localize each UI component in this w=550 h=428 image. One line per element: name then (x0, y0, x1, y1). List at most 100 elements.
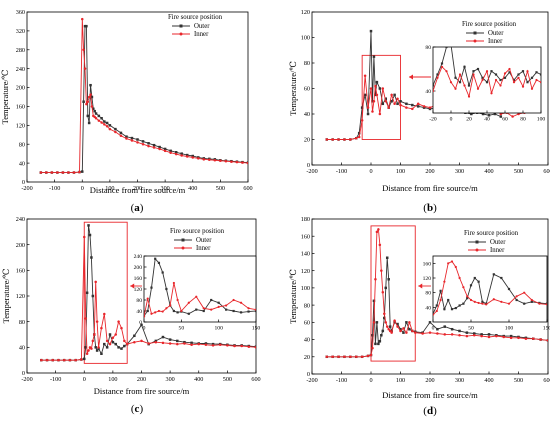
data-point (174, 151, 178, 154)
data-point (375, 80, 379, 84)
x-tick-label: 300 (455, 377, 464, 384)
data-point (254, 346, 256, 349)
data-point (546, 339, 548, 342)
data-point (381, 329, 385, 333)
panel-c: -200 -100 0 100 200 300 400 500 6000408012016020… (1, 216, 261, 415)
inset-series-inner (144, 281, 256, 318)
data-point (383, 316, 386, 320)
inset-axes-frame (432, 46, 542, 114)
inset-x-tick-label: 50 (179, 326, 185, 332)
data-point (375, 93, 379, 97)
x-tick-label: -100 (49, 185, 60, 192)
inset-data-point (499, 78, 502, 82)
y-tick-label: 20 (304, 137, 310, 144)
y-tick-label: 160 (301, 233, 310, 240)
data-point (83, 24, 87, 28)
data-point (480, 333, 483, 336)
panel-a: -200 -100 0 100 200 300 400 500 600 0 40 80 120 160 20… (0, 9, 253, 214)
y-tick-label: 80 (19, 141, 25, 148)
x-tick-label: 500 (514, 377, 523, 384)
data-point (387, 278, 390, 281)
inset-x-tick-label: 50 (468, 326, 474, 332)
data-point (428, 107, 432, 111)
data-point (374, 278, 377, 281)
inset-data-point (467, 84, 471, 87)
data-point (385, 325, 389, 328)
data-point (90, 105, 94, 108)
inset-data-point (476, 67, 480, 71)
data-point (133, 340, 136, 344)
inset-data-point (515, 295, 518, 298)
y-tick-label: 0 (22, 370, 25, 377)
x-tick-label: 300 (455, 168, 464, 175)
data-point (378, 87, 382, 90)
panel-b: -200-10001002003004005006000204060801001… (288, 9, 550, 214)
data-point (337, 138, 340, 141)
data-point (185, 155, 189, 158)
inset-data-point (472, 73, 475, 76)
inset-data-point (477, 301, 480, 305)
data-point (487, 335, 491, 339)
data-point (85, 102, 88, 106)
x-tick-label: 300 (165, 376, 174, 383)
series-inner (39, 17, 248, 174)
inset-y-tick-label: 80 (425, 291, 431, 297)
data-point (224, 159, 228, 163)
data-point (495, 334, 498, 338)
data-point (374, 93, 377, 97)
data-point (158, 147, 161, 151)
inset-data-point (195, 295, 198, 298)
inset-data-point (467, 95, 471, 98)
data-point (191, 156, 194, 159)
data-point (331, 138, 334, 141)
inset-data-point (443, 308, 446, 311)
data-point (67, 171, 70, 174)
data-point (176, 339, 179, 343)
data-point (377, 342, 380, 346)
y-axis-label: Temperature/℃ (0, 70, 10, 125)
data-point (82, 100, 85, 103)
data-point (45, 358, 49, 362)
inset-data-point (517, 76, 520, 79)
data-point (343, 138, 346, 141)
inset-data-point (462, 302, 465, 305)
data-point (97, 346, 100, 349)
inset-data-point (530, 87, 534, 90)
data-point (105, 125, 109, 128)
data-point (355, 355, 358, 359)
data-point (436, 332, 439, 335)
data-point (378, 112, 382, 116)
data-point (458, 334, 461, 337)
data-point (147, 144, 150, 148)
data-point (114, 130, 117, 134)
data-point (152, 143, 156, 147)
data-point (384, 97, 387, 100)
inset-data-point (539, 81, 541, 84)
x-tick-label: -100 (50, 376, 61, 383)
inset-data-point (154, 257, 157, 260)
data-point (108, 124, 112, 127)
inset-data-point (490, 92, 493, 95)
inset-data-point (503, 76, 507, 79)
y-tick-label: 60 (304, 86, 310, 93)
data-point (183, 340, 186, 344)
inset-data-point (225, 308, 228, 311)
x-tick-label: 100 (396, 168, 405, 175)
inset-data-point (247, 307, 250, 310)
data-point (119, 134, 123, 137)
legend-title: Fire source position (464, 230, 519, 237)
inset-data-point (239, 311, 243, 314)
legend-label-outer: Outer (194, 23, 210, 30)
inset-data-point (512, 78, 516, 82)
panel-d: -200-10001002003004005006000204060801001… (288, 216, 550, 417)
data-point (240, 344, 243, 348)
y-tick-label: 360 (16, 9, 25, 16)
inset-x-tick-label: 100 (505, 326, 514, 332)
y-axis-label: Temperature/℃ (1, 269, 11, 324)
inset-data-point (447, 298, 450, 302)
y-tick-label: 200 (16, 85, 25, 92)
data-point (91, 294, 95, 298)
inset-data-point (161, 271, 164, 274)
data-point (125, 342, 129, 346)
